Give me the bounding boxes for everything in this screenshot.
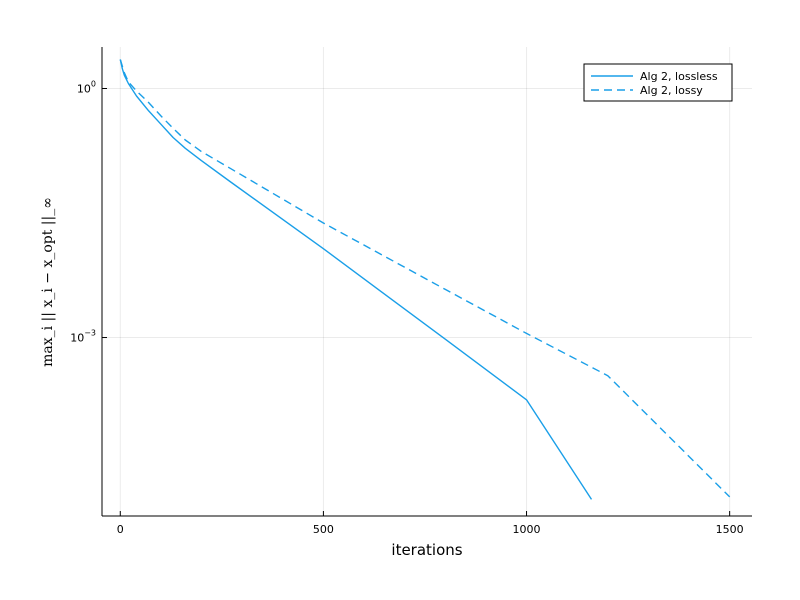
axes	[101, 47, 752, 517]
legend-box	[583, 63, 733, 102]
y-tick-label: 10−3	[70, 329, 96, 345]
series-line-lossless	[119, 59, 593, 500]
legend-label-lossless: Alg 2, lossless	[640, 70, 718, 83]
x-axis-title: iterations	[391, 541, 462, 559]
x-tick-label: 0	[117, 523, 124, 536]
legend-label-lossy: Alg 2, lossy	[640, 84, 703, 97]
legend: Alg 2, lossless Alg 2, lossy	[583, 63, 733, 102]
y-tick-label-base: 10	[70, 332, 84, 345]
x-ticks: 0 500 1000 1500	[117, 511, 744, 536]
y-tick-label-base: 10	[77, 83, 91, 96]
y-axis-title: max_i || x_i − x_opt ||_∞	[40, 197, 56, 367]
grid	[102, 47, 752, 516]
y-tick-label: 100	[77, 80, 96, 96]
x-tick-label: 500	[313, 523, 334, 536]
series-line-lossy	[119, 59, 731, 498]
x-tick-label: 1500	[716, 523, 744, 536]
series-lines	[119, 59, 731, 500]
x-tick-label: 1000	[513, 523, 541, 536]
y-tick-label-exponent: −3	[84, 329, 96, 338]
y-tick-label-exponent: 0	[91, 80, 96, 89]
